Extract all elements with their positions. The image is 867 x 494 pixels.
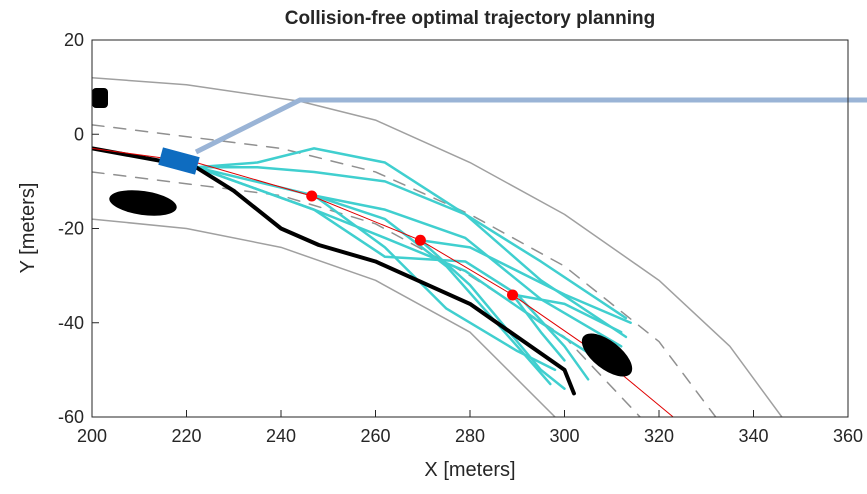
trajectory-line: [194, 147, 628, 320]
callout-line: [194, 97, 867, 155]
y-tick-label: 0: [74, 124, 84, 144]
trajectory-line: [312, 194, 552, 386]
y-axis-label: Y [meters]: [17, 183, 39, 274]
x-tick-label: 360: [833, 426, 863, 446]
x-axis-label: X [meters]: [424, 459, 515, 481]
trajectory-line: [92, 146, 576, 396]
point: [414, 234, 426, 246]
x-tick-label: 200: [77, 426, 107, 446]
trajectory-line: [92, 218, 556, 417]
vehicle: [158, 147, 200, 175]
x-tick-label: 280: [455, 426, 485, 446]
trajectory-line: [419, 239, 632, 324]
y-tick-label: 20: [64, 30, 84, 50]
x-tick-label: 260: [360, 426, 390, 446]
trajectory-line: [92, 124, 717, 417]
plot-area: [92, 40, 848, 417]
trajectory-line: [511, 293, 623, 334]
trajectory-line: [194, 165, 628, 339]
objects: [92, 88, 633, 377]
chart-title: Collision-free optimal trajectory planni…: [285, 8, 656, 29]
trajectory-line: [92, 171, 641, 417]
y-tick-label: -60: [58, 407, 84, 427]
point: [507, 289, 519, 301]
plot: [92, 76, 783, 417]
obstacle: [92, 88, 108, 108]
y-tick-label: -20: [58, 219, 84, 239]
trajectory-line: [511, 293, 566, 362]
x-tick-label: 300: [549, 426, 579, 446]
x-tick-label: 320: [644, 426, 674, 446]
trajectory-line: [194, 165, 590, 381]
obstacle: [581, 333, 633, 377]
y-tick-label: -40: [58, 313, 84, 333]
point: [306, 190, 318, 202]
obstacle: [109, 190, 177, 216]
x-tick-label: 340: [738, 426, 768, 446]
trajectory-line: [92, 76, 783, 417]
x-tick-label: 240: [266, 426, 296, 446]
x-tick-label: 220: [171, 426, 201, 446]
